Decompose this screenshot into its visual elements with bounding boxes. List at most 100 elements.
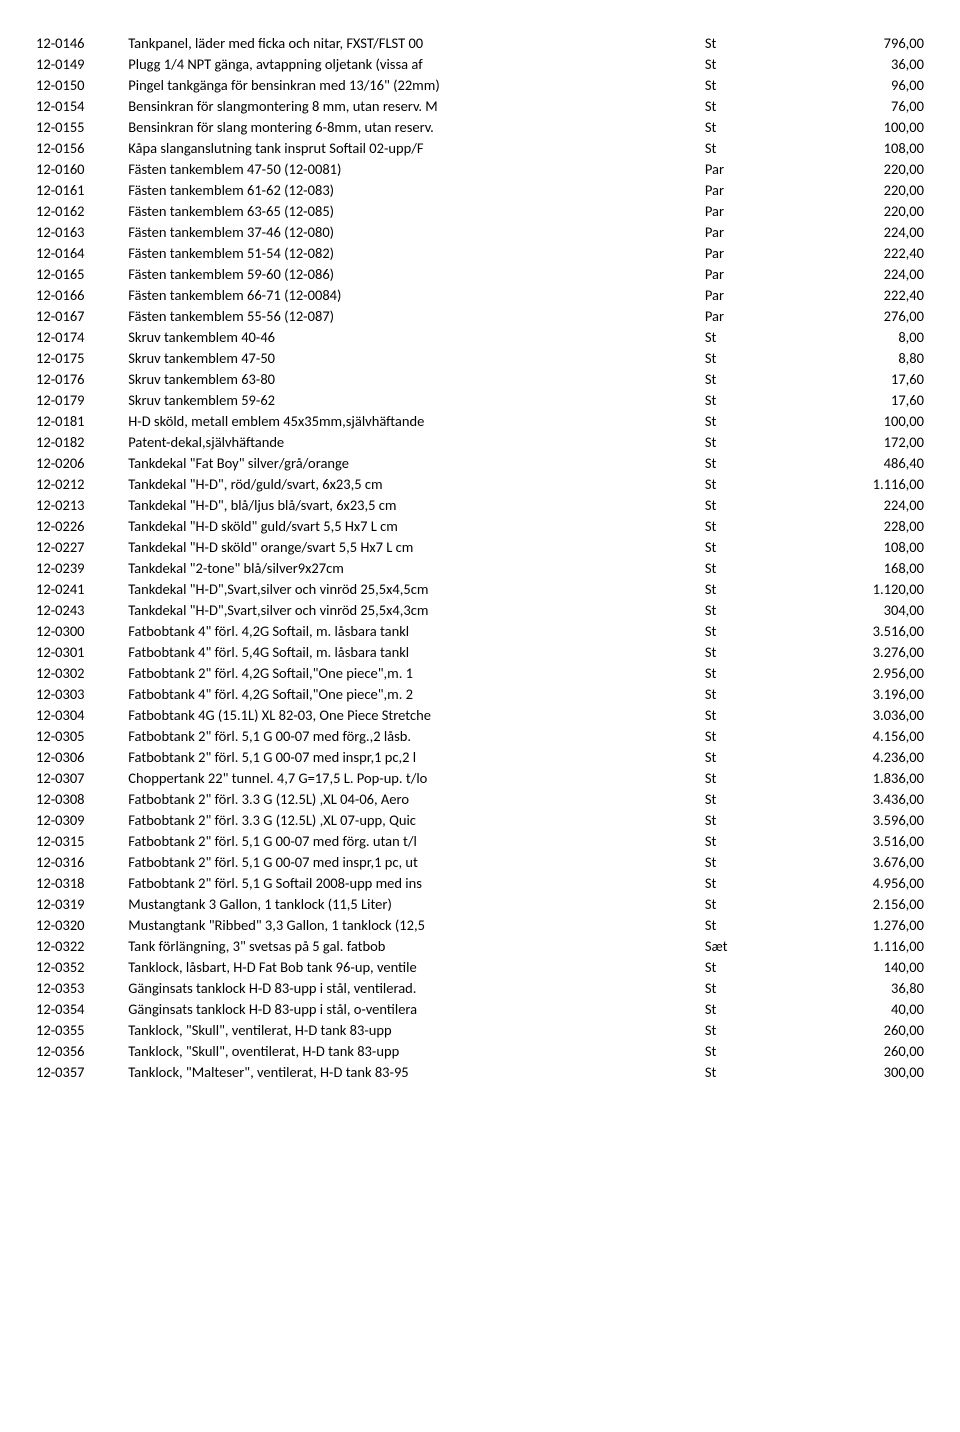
product-unit: St [705, 893, 774, 914]
product-unit: St [705, 557, 774, 578]
table-row: 12-0160Fästen tankemblem 47-50 (12-0081)… [36, 158, 924, 179]
table-row: 12-0239Tankdekal "2-tone" blå/silver9x27… [36, 557, 924, 578]
product-price: 220,00 [774, 179, 924, 200]
product-code: 12-0318 [36, 872, 128, 893]
product-description: Fästen tankemblem 37-46 (12-080) [128, 221, 705, 242]
table-row: 12-0316Fatbobtank 2" förl. 5,1 G 00-07 m… [36, 851, 924, 872]
product-unit: St [705, 347, 774, 368]
product-description: Kåpa slanganslutning tank insprut Softai… [128, 137, 705, 158]
product-description: Fästen tankemblem 66-71 (12-0084) [128, 284, 705, 305]
product-code: 12-0179 [36, 389, 128, 410]
product-unit: St [705, 788, 774, 809]
product-code: 12-0181 [36, 410, 128, 431]
product-price: 17,60 [774, 389, 924, 410]
product-code: 12-0160 [36, 158, 128, 179]
product-price: 3.516,00 [774, 620, 924, 641]
table-row: 12-0354Gänginsats tanklock H-D 83-upp i … [36, 998, 924, 1019]
table-row: 12-0162Fästen tankemblem 63-65 (12-085)P… [36, 200, 924, 221]
product-unit: St [705, 872, 774, 893]
product-code: 12-0354 [36, 998, 128, 1019]
table-row: 12-0319Mustangtank 3 Gallon, 1 tanklock … [36, 893, 924, 914]
table-row: 12-0163Fästen tankemblem 37-46 (12-080)P… [36, 221, 924, 242]
product-unit: St [705, 410, 774, 431]
table-row: 12-0212Tankdekal "H-D", röd/guld/svart, … [36, 473, 924, 494]
product-unit: Par [705, 242, 774, 263]
product-price: 220,00 [774, 200, 924, 221]
product-unit: St [705, 473, 774, 494]
product-price: 36,00 [774, 53, 924, 74]
product-price: 4.956,00 [774, 872, 924, 893]
product-unit: St [705, 851, 774, 872]
product-price: 3.036,00 [774, 704, 924, 725]
product-unit: St [705, 368, 774, 389]
product-price: 260,00 [774, 1040, 924, 1061]
product-price: 8,00 [774, 326, 924, 347]
table-row: 12-0156Kåpa slanganslutning tank insprut… [36, 137, 924, 158]
product-price: 228,00 [774, 515, 924, 536]
table-row: 12-0226Tankdekal "H-D sköld" guld/svart … [36, 515, 924, 536]
table-row: 12-0165Fästen tankemblem 59-60 (12-086)P… [36, 263, 924, 284]
product-unit: St [705, 977, 774, 998]
product-description: Plugg 1/4 NPT gänga, avtappning oljetank… [128, 53, 705, 74]
product-price: 3.676,00 [774, 851, 924, 872]
product-code: 12-0309 [36, 809, 128, 830]
product-price: 36,80 [774, 977, 924, 998]
table-row: 12-0182Patent-dekal,självhäftandeSt172,0… [36, 431, 924, 452]
product-description: Fatbobtank 2" förl. 5,1 G 00-07 med förg… [128, 725, 705, 746]
table-row: 12-0318Fatbobtank 2" förl. 5,1 G Softail… [36, 872, 924, 893]
table-row: 12-0320Mustangtank "Ribbed" 3,3 Gallon, … [36, 914, 924, 935]
product-unit: St [705, 998, 774, 1019]
product-code: 12-0166 [36, 284, 128, 305]
product-unit: St [705, 95, 774, 116]
product-unit: St [705, 746, 774, 767]
product-code: 12-0303 [36, 683, 128, 704]
product-price: 76,00 [774, 95, 924, 116]
product-description: Fästen tankemblem 47-50 (12-0081) [128, 158, 705, 179]
product-price: 168,00 [774, 557, 924, 578]
product-code: 12-0146 [36, 32, 128, 53]
product-description: Fatbobtank 2" förl. 3.3 G (12.5L) ,XL 04… [128, 788, 705, 809]
product-unit: St [705, 494, 774, 515]
product-price: 1.276,00 [774, 914, 924, 935]
table-row: 12-0303Fatbobtank 4" förl. 4,2G Softail,… [36, 683, 924, 704]
product-code: 12-0162 [36, 200, 128, 221]
product-unit: Par [705, 263, 774, 284]
product-price: 224,00 [774, 494, 924, 515]
table-row: 12-0164Fästen tankemblem 51-54 (12-082)P… [36, 242, 924, 263]
product-description: Fatbobtank 2" förl. 5,1 G 00-07 med förg… [128, 830, 705, 851]
product-unit: St [705, 515, 774, 536]
product-price: 140,00 [774, 956, 924, 977]
product-unit: Par [705, 221, 774, 242]
product-code: 12-0206 [36, 452, 128, 473]
product-price: 3.276,00 [774, 641, 924, 662]
table-row: 12-0149Plugg 1/4 NPT gänga, avtappning o… [36, 53, 924, 74]
product-description: Tanklock, låsbart, H-D Fat Bob tank 96-u… [128, 956, 705, 977]
product-code: 12-0243 [36, 599, 128, 620]
product-code: 12-0239 [36, 557, 128, 578]
product-description: Tankdekal "H-D sköld" orange/svart 5,5 H… [128, 536, 705, 557]
product-description: Skruv tankemblem 59-62 [128, 389, 705, 410]
table-row: 12-0181H-D sköld, metall emblem 45x35mm,… [36, 410, 924, 431]
product-code: 12-0357 [36, 1061, 128, 1082]
product-unit: St [705, 956, 774, 977]
product-price: 276,00 [774, 305, 924, 326]
product-description: Fatbobtank 2" förl. 5,1 G 00-07 med insp… [128, 746, 705, 767]
product-description: Tanklock, "Skull", ventilerat, H-D tank … [128, 1019, 705, 1040]
product-unit: Par [705, 284, 774, 305]
table-row: 12-0304Fatbobtank 4G (15.1L) XL 82-03, O… [36, 704, 924, 725]
product-description: Tankpanel, läder med ficka och nitar, FX… [128, 32, 705, 53]
product-code: 12-0315 [36, 830, 128, 851]
product-code: 12-0353 [36, 977, 128, 998]
table-row: 12-0308Fatbobtank 2" förl. 3.3 G (12.5L)… [36, 788, 924, 809]
table-row: 12-0227Tankdekal "H-D sköld" orange/svar… [36, 536, 924, 557]
product-code: 12-0155 [36, 116, 128, 137]
product-description: Gänginsats tanklock H-D 83-upp i stål, v… [128, 977, 705, 998]
product-code: 12-0175 [36, 347, 128, 368]
product-description: Fästen tankemblem 63-65 (12-085) [128, 200, 705, 221]
product-code: 12-0167 [36, 305, 128, 326]
table-row: 12-0174Skruv tankemblem 40-46St8,00 [36, 326, 924, 347]
product-description: Fästen tankemblem 51-54 (12-082) [128, 242, 705, 263]
product-unit: St [705, 599, 774, 620]
product-price: 300,00 [774, 1061, 924, 1082]
product-unit: Par [705, 158, 774, 179]
